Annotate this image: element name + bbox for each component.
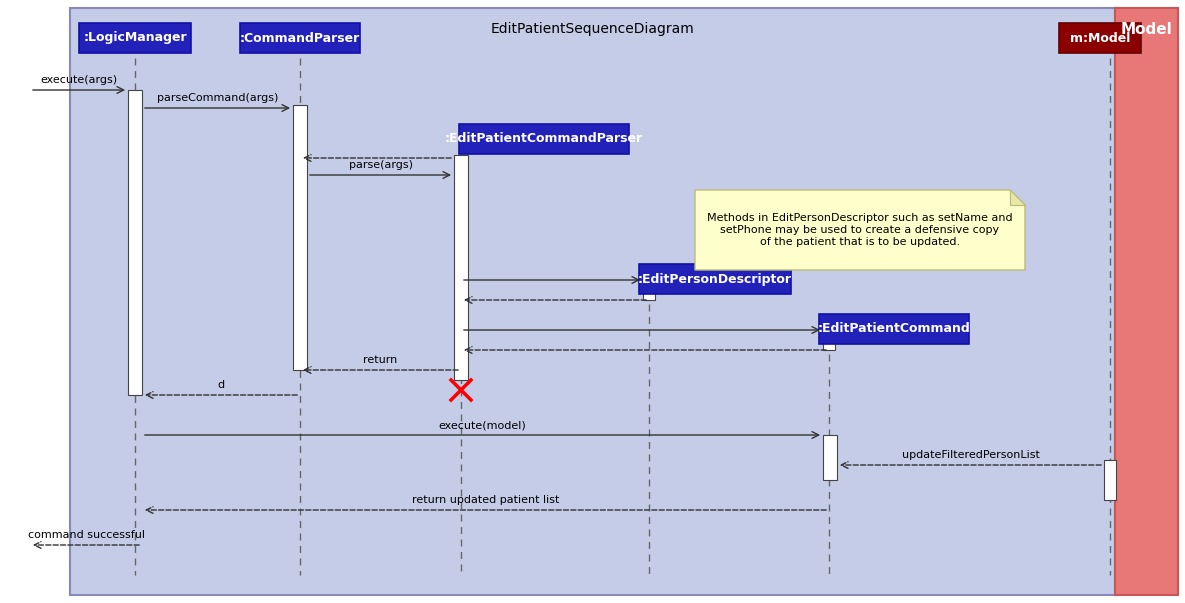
- Text: return updated patient list: return updated patient list: [412, 495, 559, 505]
- Text: execute(model): execute(model): [438, 420, 526, 430]
- FancyBboxPatch shape: [79, 23, 191, 53]
- Bar: [824, 330, 835, 350]
- Polygon shape: [1010, 190, 1025, 205]
- Text: :LogicManager: :LogicManager: [83, 31, 187, 45]
- Bar: [128, 90, 142, 395]
- Text: execute(args): execute(args): [40, 75, 117, 85]
- Text: :EditPatientCommandParser: :EditPatientCommandParser: [444, 133, 643, 145]
- Text: Model: Model: [1121, 22, 1172, 37]
- Text: m:Model: m:Model: [1070, 31, 1130, 45]
- FancyBboxPatch shape: [459, 124, 629, 154]
- Bar: [70, 8, 1115, 595]
- Text: :EditPersonDescriptor: :EditPersonDescriptor: [638, 273, 792, 285]
- FancyBboxPatch shape: [1059, 23, 1141, 53]
- Bar: [824, 435, 837, 480]
- Text: EditPatientSequenceDiagram: EditPatientSequenceDiagram: [491, 22, 694, 36]
- Bar: [643, 280, 655, 300]
- Text: :EditPatientCommand: :EditPatientCommand: [818, 323, 971, 335]
- Text: command successful: command successful: [27, 530, 145, 540]
- Text: Methods in EditPersonDescriptor such as setName and
setPhone may be used to crea: Methods in EditPersonDescriptor such as …: [707, 213, 1013, 247]
- Text: updateFilteredPersonList: updateFilteredPersonList: [902, 450, 1039, 460]
- FancyBboxPatch shape: [241, 23, 360, 53]
- Polygon shape: [694, 190, 1025, 270]
- FancyBboxPatch shape: [639, 264, 792, 294]
- FancyBboxPatch shape: [819, 314, 969, 344]
- Text: :CommandParser: :CommandParser: [239, 31, 360, 45]
- Bar: [1115, 8, 1178, 595]
- Text: parse(args): parse(args): [348, 160, 412, 170]
- Text: return: return: [364, 355, 398, 365]
- Bar: [1104, 460, 1116, 500]
- Text: parseCommand(args): parseCommand(args): [156, 93, 278, 103]
- Text: d: d: [217, 380, 225, 390]
- Bar: [454, 155, 468, 380]
- Bar: [293, 105, 307, 370]
